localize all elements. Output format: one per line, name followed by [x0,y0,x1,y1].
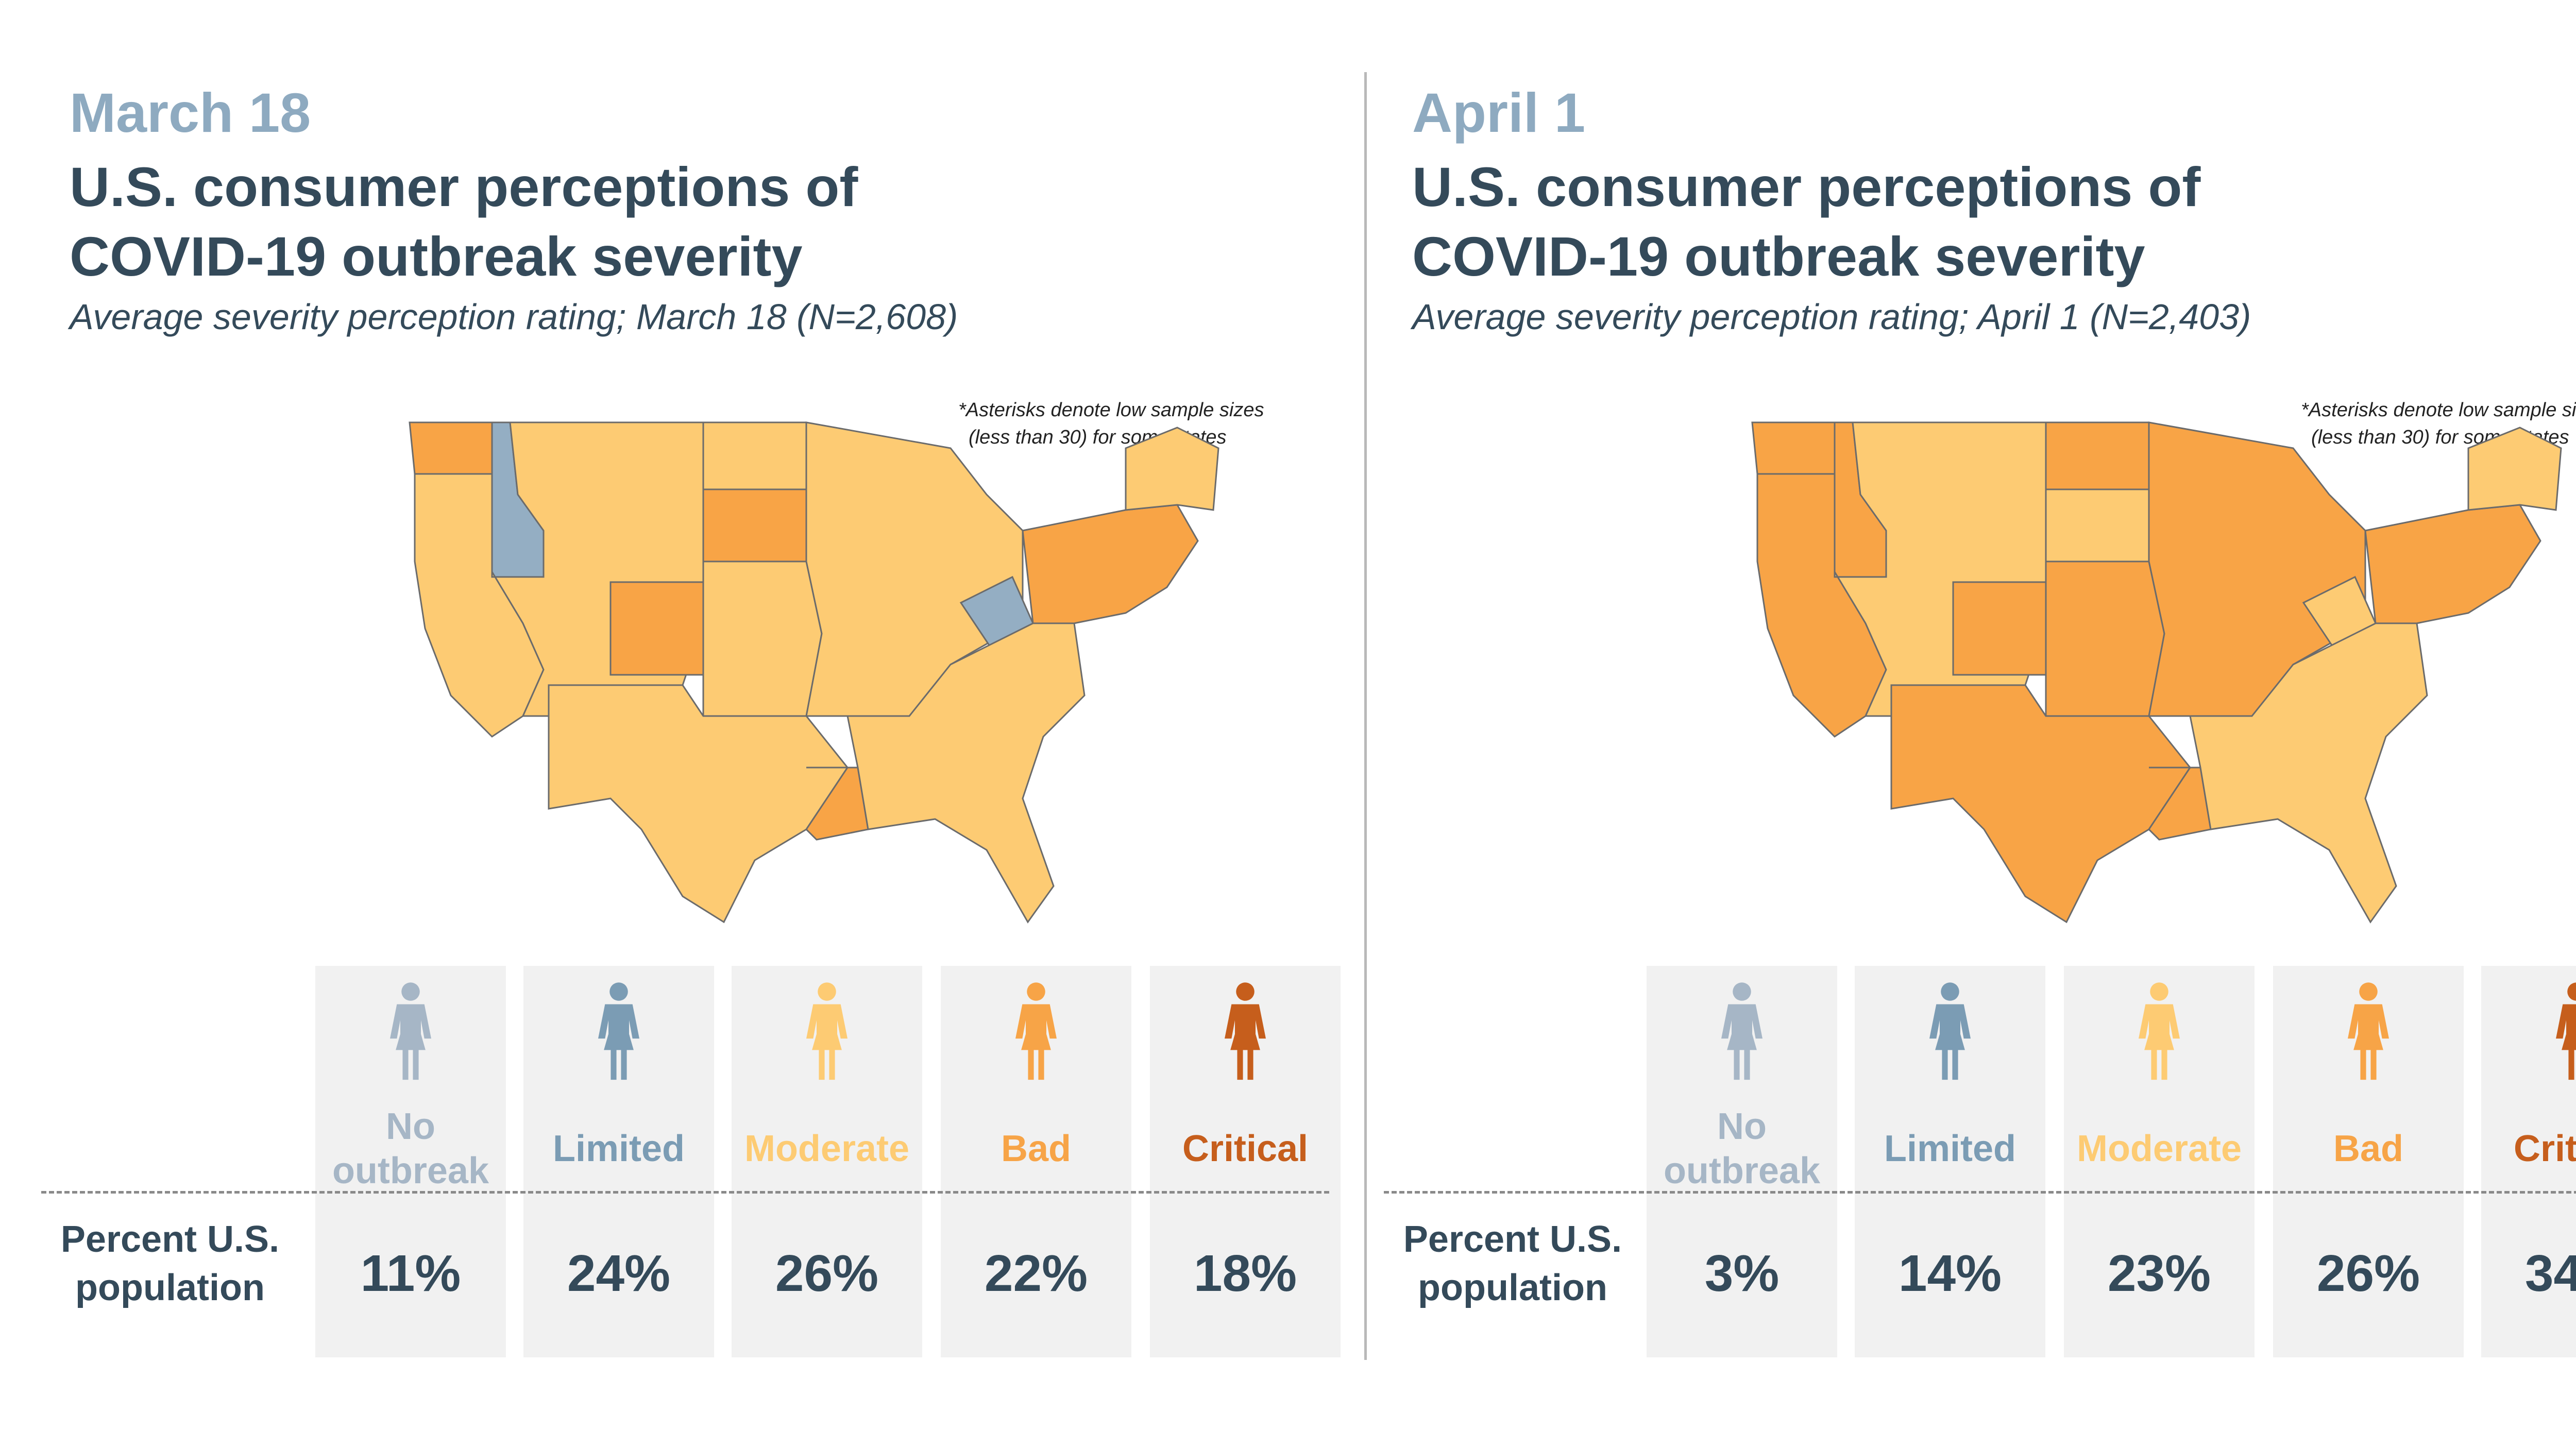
row-label-line-2: population [1418,1267,1607,1308]
map-region-southeast [2189,622,2428,924]
person-icon [598,982,639,1080]
category-percent: 14% [1898,1245,2002,1302]
map-region-southeast [846,622,1086,924]
title-line-2: COVID-19 outbreak severity [1412,225,2145,287]
map-region-plains [702,421,823,717]
category-percent: 34% [2524,1245,2576,1302]
panel-date: March 18 [70,81,311,144]
category-label: Limited [1884,1128,2016,1169]
map-region-south-dakota [2045,488,2150,563]
category-no-outbreak: No outbreak 3% [1647,966,1837,1357]
category-bad: Bad 26% [2273,966,2464,1357]
category-label: Critical [1182,1128,1309,1169]
category-label: Critical [2513,1128,2576,1169]
map-region-washington [1751,421,1836,475]
category-limited: Limited 24% [523,966,714,1357]
category-bad: Bad 22% [941,966,1131,1357]
category-limited: Limited 14% [1855,966,2045,1357]
panel-march-18: March 18 U.S. consumer perceptions of CO… [41,81,1341,1357]
row-label-percent-population: Percent U.S. population [1384,1216,1641,1312]
person-icon [806,982,848,1080]
category-percent: 26% [2316,1245,2420,1302]
person-icon [1225,982,1266,1080]
category-label: Moderate [2076,1128,2242,1169]
person-icon [2348,982,2389,1080]
category-percent: 23% [2107,1245,2211,1302]
row-divider [1384,1191,2576,1194]
category-label: No outbreak [1663,1105,1821,1191]
note-line-1: *Asterisks denote low sample sizes [958,399,1264,421]
panel-subtitle: Average severity perception rating; Apri… [1412,297,2251,337]
map-region-south-dakota [702,488,807,563]
map-region-northeast [2364,504,2541,624]
category-label: Limited [552,1128,685,1169]
category-percent: 11% [360,1245,461,1302]
category-label: Bad [2333,1128,2404,1169]
panel-april-1: April 1 U.S. consumer perceptions of COV… [1343,0,2576,1430]
row-label-line-1: Percent U.S. [1403,1219,1622,1260]
category-percent: 3% [1704,1245,1780,1302]
title-line-1: U.S. consumer perceptions of [1412,156,2201,218]
person-icon [390,982,431,1080]
map-region-colorado [609,581,704,676]
us-severity-map [1623,407,2576,953]
panel-subtitle: Average severity perception rating; Marc… [70,297,958,337]
category-label: Moderate [744,1128,910,1169]
category-percent: 22% [984,1245,1088,1302]
category-label: No outbreak [332,1105,489,1191]
category-percent: 26% [775,1245,879,1302]
panel-date: April 1 [1412,81,1586,144]
person-icon [1929,982,1971,1080]
note-line-1: *Asterisks denote low sample sizes [2301,399,2576,421]
map-region-washington [409,421,493,475]
title-line-2: COVID-19 outbreak severity [70,225,803,287]
title-line-1: U.S. consumer perceptions of [70,156,858,218]
category-moderate: Moderate 23% [2064,966,2255,1357]
category-no-outbreak: No outbreak 11% [315,966,506,1357]
map-region-plains [2045,421,2165,717]
row-label-line-1: Percent U.S. [60,1219,280,1260]
map-region-south [1890,684,2191,924]
map-region-colorado [1952,581,2047,676]
category-critical: Critical 34% [2481,966,2576,1357]
us-severity-map [281,407,1352,953]
map-region-south [548,684,849,924]
category-percent: 24% [567,1245,671,1302]
category-label: Bad [1001,1128,1072,1169]
category-percent: 18% [1193,1245,1297,1302]
category-critical: Critical 18% [1150,966,1341,1357]
person-icon [2556,982,2576,1080]
person-icon [1015,982,1057,1080]
map-region-new-england [2467,427,2562,511]
person-icon [1721,982,1762,1080]
map-region-new-england [1125,427,1219,511]
row-divider [41,1191,1329,1194]
panel-divider [1364,72,1367,1360]
panel-title: U.S. consumer perceptions of COVID-19 ou… [1412,152,2576,291]
map-region-northeast [1022,504,1199,624]
category-moderate: Moderate 26% [732,966,922,1357]
row-label-line-2: population [75,1267,265,1308]
person-icon [2139,982,2180,1080]
panel-title: U.S. consumer perceptions of COVID-19 ou… [70,152,1255,291]
row-label-percent-population: Percent U.S. population [41,1216,299,1312]
